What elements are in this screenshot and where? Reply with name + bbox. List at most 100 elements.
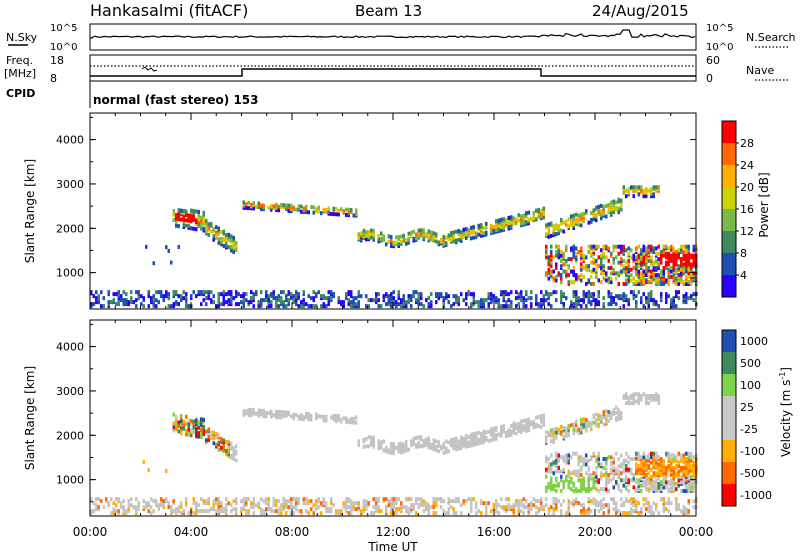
power-cell bbox=[357, 290, 360, 295]
power-cell bbox=[550, 304, 553, 309]
velocity-cell bbox=[555, 455, 558, 460]
velocity-cell bbox=[535, 422, 538, 427]
velocity-cell bbox=[200, 509, 203, 514]
power-cell bbox=[402, 302, 405, 307]
power-cell bbox=[660, 250, 663, 255]
power-cell bbox=[605, 278, 608, 283]
power-cell bbox=[250, 300, 253, 305]
power-cell bbox=[505, 300, 508, 305]
power-cell bbox=[345, 292, 348, 297]
velocity-cell bbox=[432, 497, 435, 502]
power-cell bbox=[217, 231, 220, 236]
power-cell bbox=[212, 234, 215, 239]
velocity-cell bbox=[392, 505, 395, 510]
power-cell bbox=[657, 281, 660, 286]
velocity-cell bbox=[497, 503, 500, 508]
velocity-cell bbox=[575, 487, 578, 492]
velocity-cell bbox=[157, 507, 160, 512]
power-cell bbox=[420, 228, 423, 233]
power-cell bbox=[190, 294, 193, 299]
velocity-cell bbox=[582, 422, 585, 427]
velocity-cell bbox=[247, 497, 250, 502]
velocity-cell bbox=[302, 415, 305, 420]
power-cell bbox=[650, 187, 653, 192]
velocity-cell bbox=[550, 469, 553, 474]
power-cell bbox=[687, 274, 690, 279]
velocity-cell bbox=[250, 411, 253, 416]
velocity-cell bbox=[90, 509, 93, 514]
velocity-cell bbox=[215, 432, 218, 437]
power-cell bbox=[495, 222, 498, 227]
velocity-cell bbox=[440, 505, 443, 510]
power-cell bbox=[435, 300, 438, 305]
velocity-cell bbox=[587, 507, 590, 512]
power-cell bbox=[282, 203, 285, 208]
velocity-cell bbox=[432, 505, 435, 510]
velocity-cell bbox=[357, 439, 360, 444]
power-cell bbox=[342, 304, 345, 309]
power-cell bbox=[537, 302, 540, 307]
velocity-cell bbox=[97, 497, 100, 502]
velocity-cell bbox=[580, 472, 583, 477]
power-cell bbox=[310, 205, 313, 210]
velocity-cell bbox=[605, 419, 608, 424]
velocity-cell bbox=[640, 476, 643, 481]
power-cell bbox=[220, 302, 223, 307]
power-cell bbox=[647, 296, 650, 301]
power-cell bbox=[170, 304, 173, 309]
power-cell bbox=[332, 212, 335, 217]
power-cell bbox=[635, 185, 638, 190]
velocity-cell bbox=[422, 509, 425, 514]
velocity-cell bbox=[275, 509, 278, 514]
power-cell bbox=[450, 238, 453, 243]
power-cell bbox=[512, 221, 515, 226]
velocity-cell bbox=[472, 497, 475, 502]
velocity-cell bbox=[682, 476, 685, 481]
power-cell bbox=[190, 217, 193, 222]
power-colorbar-tick-label: 20 bbox=[740, 181, 754, 194]
velocity-cell bbox=[580, 503, 583, 508]
velocity-cell bbox=[542, 417, 545, 422]
power-cell bbox=[285, 298, 288, 303]
noise-panel: N.Sky 10^5 10^0 10^5 10^0 N.Search bbox=[6, 23, 796, 53]
power-cell bbox=[560, 228, 563, 233]
velocity-cell bbox=[685, 457, 688, 462]
velocity-cell bbox=[260, 408, 263, 413]
power-cell bbox=[430, 237, 433, 242]
power-cell bbox=[630, 255, 633, 260]
velocity-cell bbox=[555, 426, 558, 431]
velocity-cell bbox=[215, 497, 218, 502]
power-cell bbox=[500, 224, 503, 229]
velocity-cell bbox=[562, 499, 565, 504]
power-cell bbox=[405, 300, 408, 305]
power-cell bbox=[597, 278, 600, 283]
power-cell bbox=[477, 304, 480, 309]
velocity-cell bbox=[95, 497, 98, 502]
power-cell bbox=[572, 253, 575, 258]
velocity-cell bbox=[667, 464, 670, 469]
power-cell bbox=[540, 209, 543, 214]
power-cell bbox=[575, 290, 578, 295]
velocity-cell bbox=[590, 472, 593, 477]
velocity-cell bbox=[375, 497, 378, 502]
velocity-cell bbox=[537, 414, 540, 419]
velocity-cell bbox=[670, 464, 673, 469]
power-cell bbox=[635, 264, 638, 269]
velocity-cell bbox=[665, 507, 668, 512]
velocity-cell bbox=[605, 457, 608, 462]
power-cell bbox=[510, 290, 513, 295]
velocity-cell bbox=[180, 505, 183, 510]
velocity-cell bbox=[595, 412, 598, 417]
power-cell bbox=[625, 269, 628, 274]
velocity-cell bbox=[622, 501, 625, 506]
power-cell bbox=[647, 248, 650, 253]
velocity-cell bbox=[347, 505, 350, 510]
power-cell bbox=[625, 248, 628, 253]
power-cell bbox=[550, 221, 553, 226]
velocity-cell bbox=[152, 499, 155, 504]
velocity-cell bbox=[565, 457, 568, 462]
power-cell bbox=[455, 300, 458, 305]
power-cell bbox=[595, 274, 598, 279]
velocity-cell bbox=[487, 429, 490, 434]
